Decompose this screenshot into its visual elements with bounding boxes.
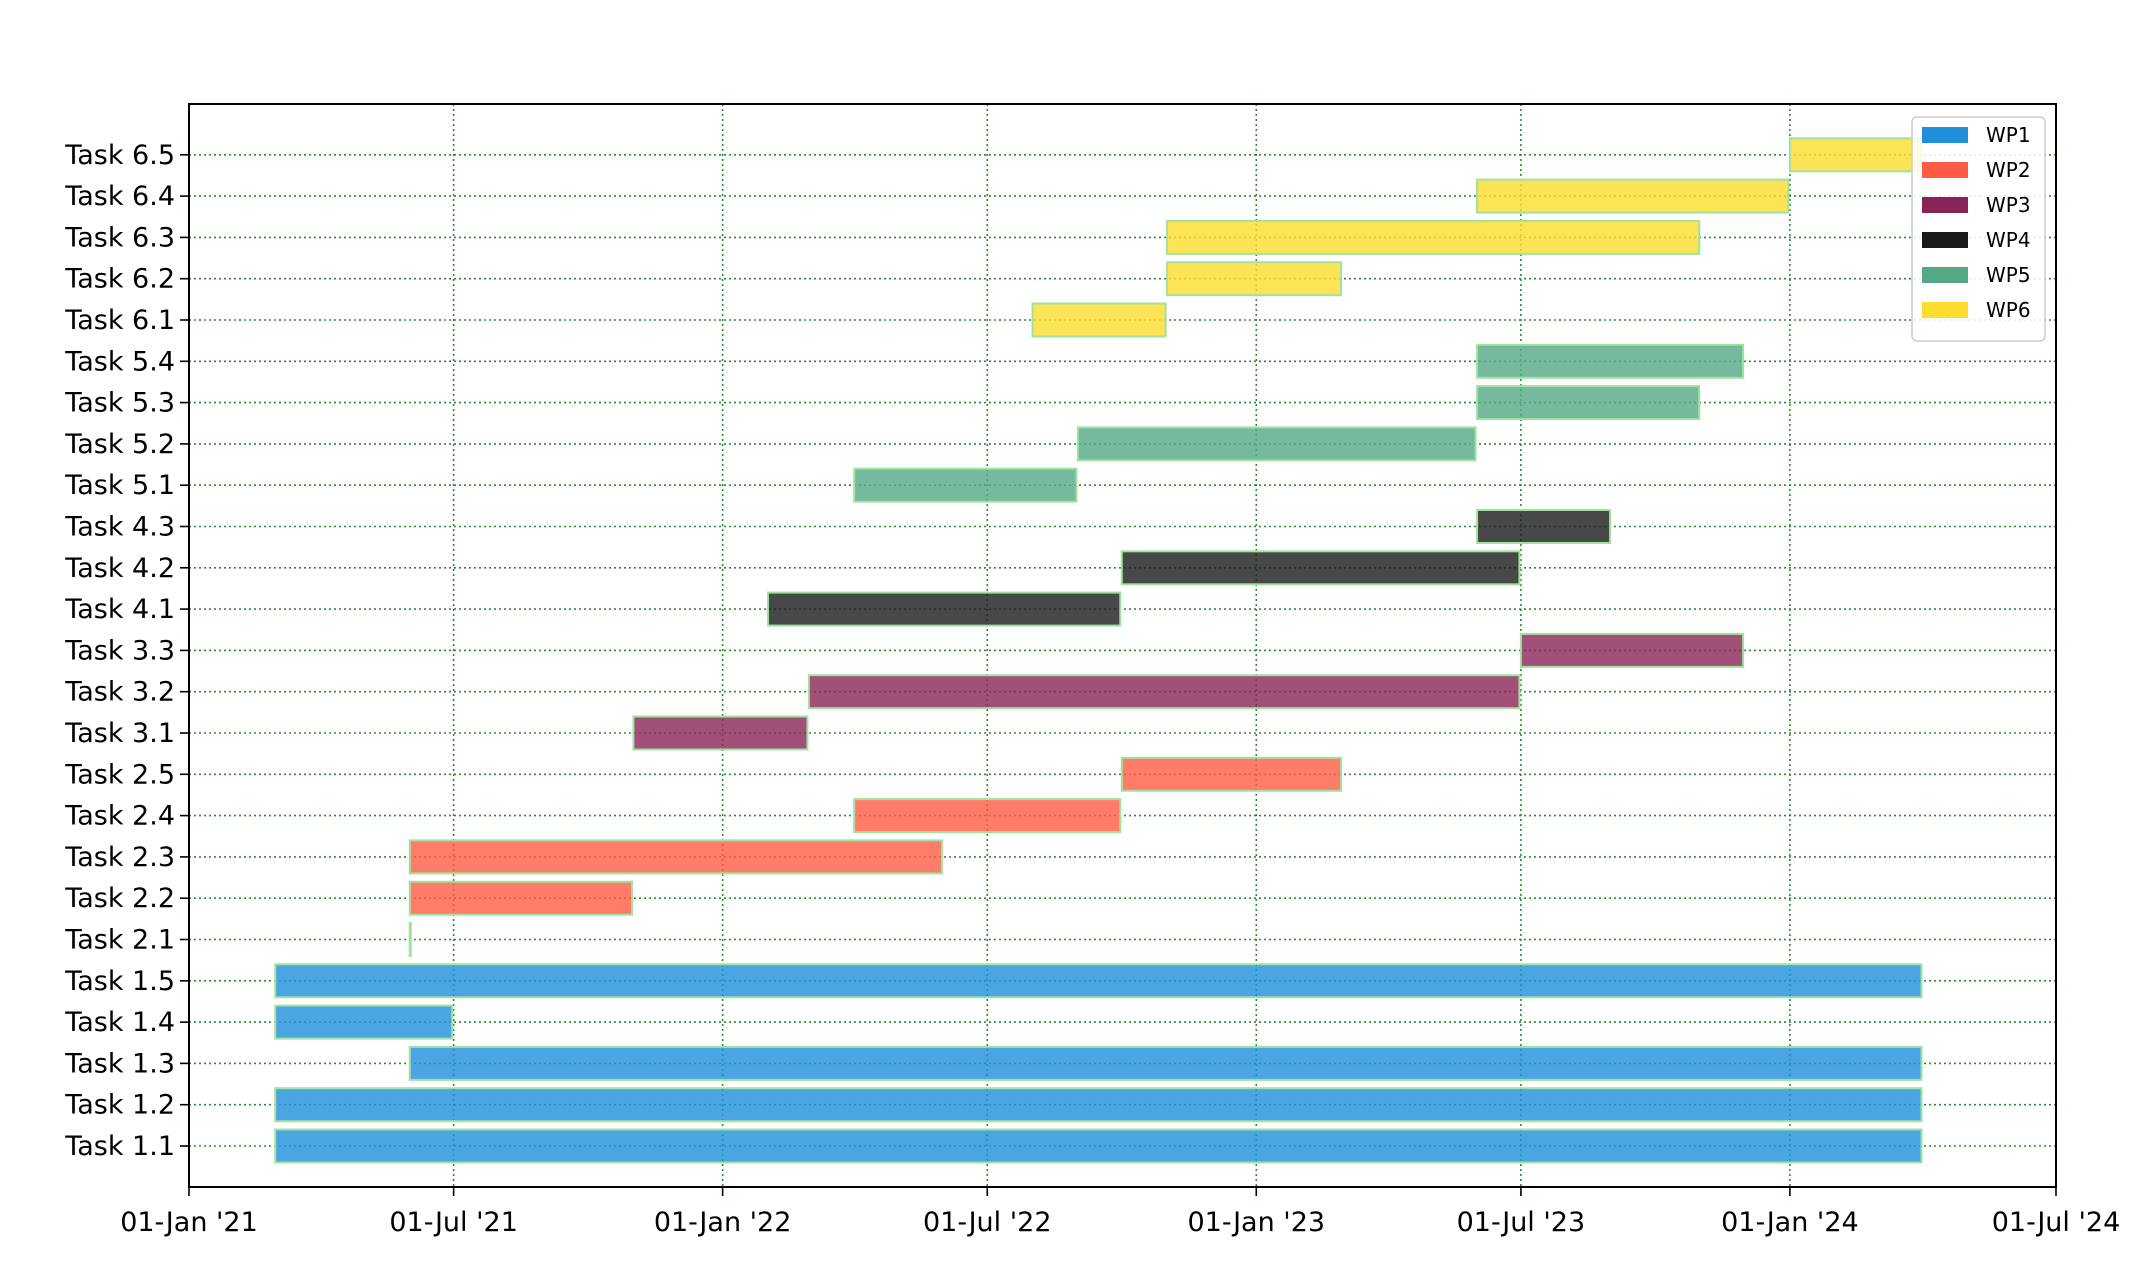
legend-swatch [1922,162,1968,178]
task-bar [1476,509,1612,544]
y-tick-label: Task 1.4 [64,1007,175,1038]
task-bar [1166,219,1701,255]
y-axis-ticks: Task 1.1 Task 1.2 Task 1.3 Task 1.4 Task 1.5… [64,140,189,1162]
y-tick-label: Task 3.1 [64,718,175,749]
task-bar [1476,343,1745,379]
task-bar [408,880,633,916]
y-tick-label: Task 6.4 [64,181,175,212]
y-tick-label: Task 4.2 [64,553,175,584]
x-axis-ticks: 01-Jan '21 01-Jul '21 01-Jan '22 01-Jul '22… [120,1187,2120,1238]
legend-swatch [1922,232,1968,248]
task-bars [274,137,1923,1164]
legend-label: WP1 [1986,123,2031,147]
y-tick-label: Task 2.1 [64,925,175,956]
y-tick-label: Task 6.1 [64,305,175,336]
y-tick-label: Task 3.2 [64,677,175,708]
y-tick-label: Task 1.3 [64,1048,175,1079]
task-bar [408,922,412,957]
y-tick-label: Task 3.3 [64,635,175,666]
task-bar [1476,178,1790,214]
y-tick-label: Task 5.4 [64,346,175,377]
legend-label: WP2 [1986,158,2031,182]
task-bar [766,591,1122,627]
y-tick-label: Task 5.2 [64,429,175,460]
x-tick-label: 01-Jan '22 [654,1207,792,1238]
task-bar [1031,302,1167,338]
y-tick-label: Task 1.2 [64,1090,175,1121]
legend-swatch [1922,197,1968,213]
legend-label: WP6 [1986,298,2031,322]
task-bar [274,963,1923,999]
x-tick-label: 01-Jul '22 [923,1207,1052,1238]
grid-lines [189,104,2056,1187]
task-bar [1476,385,1701,421]
y-tick-label: Task 4.3 [64,512,175,543]
x-tick-label: 01-Jul '24 [1992,1207,2121,1238]
task-bar [1166,261,1343,297]
y-tick-label: Task 1.5 [64,966,175,997]
legend-swatch [1922,302,1968,318]
y-tick-label: Task 1.1 [64,1131,175,1162]
y-tick-label: Task 6.2 [64,264,175,295]
y-tick-label: Task 2.2 [64,883,175,914]
x-tick-label: 01-Jul '21 [389,1207,518,1238]
y-tick-label: Task 5.1 [64,470,175,501]
x-tick-label: 01-Jul '23 [1457,1207,1586,1238]
task-bar [853,467,1078,503]
legend-swatch [1922,267,1968,283]
y-tick-label: Task 2.3 [64,842,175,873]
task-bar [807,674,1521,710]
task-bar [1788,137,1923,173]
task-bar [1519,632,1745,668]
task-bar [274,1128,1923,1164]
task-bar [408,839,943,875]
task-bar [408,1045,1923,1081]
x-tick-label: 01-Jan '24 [1721,1207,1859,1238]
task-bar [1120,756,1343,792]
y-tick-label: Task 2.4 [64,801,175,832]
x-tick-label: 01-Jan '23 [1187,1207,1325,1238]
y-tick-label: Task 6.5 [64,140,175,171]
task-bar [1076,426,1477,462]
legend-swatch [1922,127,1968,143]
legend-label: WP4 [1986,228,2031,252]
task-bar [1120,550,1521,586]
legend-label: WP5 [1986,263,2031,287]
x-tick-label: 01-Jan '21 [120,1207,258,1238]
y-tick-label: Task 4.1 [64,594,175,625]
y-tick-label: Task 2.5 [64,759,175,790]
legend: WP1 WP2 WP3 WP4 WP5 WP6 [1911,116,2046,342]
y-tick-label: Task 5.3 [64,388,175,419]
task-bar [274,1004,454,1040]
plot-area-frame [188,103,2057,1188]
legend-label: WP3 [1986,193,2031,217]
task-bar [274,1087,1923,1123]
task-bar [853,798,1122,834]
task-bar [632,715,809,751]
y-tick-label: Task 6.3 [64,222,175,253]
